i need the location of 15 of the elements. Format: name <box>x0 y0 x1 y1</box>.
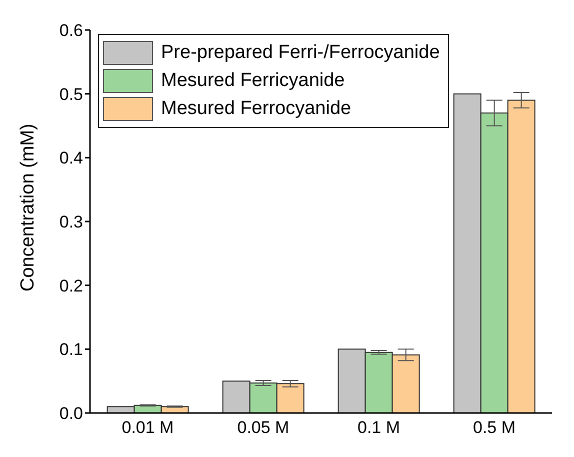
x-tick-label: 0.1 M <box>357 418 400 438</box>
y-tick-label: 0.0 <box>59 404 83 424</box>
y-tick-label: 0.5 <box>59 84 83 104</box>
y-tick-label: 0.3 <box>59 212 83 232</box>
x-tick-label: 0.05 M <box>237 418 290 438</box>
y-tick-label: 0.1 <box>59 340 83 360</box>
y-tick-label: 0.2 <box>59 276 83 296</box>
x-tick-label: 0.01 M <box>122 418 174 438</box>
x-tick-label: 0.5 M <box>472 418 516 438</box>
y-tick-label: 0.4 <box>59 148 83 168</box>
y-tick-label: 0.6 <box>59 21 83 40</box>
legend-label: Mesured Ferrocyanide <box>161 98 352 120</box>
legend-label: Pre-prepared Ferri-/Ferrocyanide <box>161 42 440 64</box>
y-axis-title: Concentration (mM) <box>18 124 39 292</box>
legend-label: Mesured Ferricyanide <box>161 70 345 92</box>
